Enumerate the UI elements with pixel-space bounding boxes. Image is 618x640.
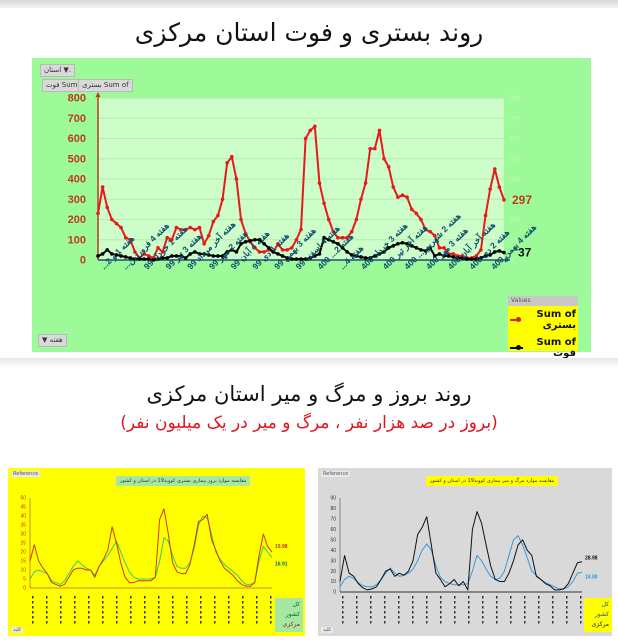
- svg-text:45: 45: [20, 505, 26, 511]
- svg-text:100: 100: [68, 234, 86, 246]
- svg-text:500: 500: [510, 157, 521, 163]
- legend-label-deaths: Sum of فوت: [525, 337, 576, 359]
- svg-text:400: 400: [68, 174, 86, 186]
- svg-text:10: 10: [330, 579, 336, 585]
- top-chart-panel: استان ▼. Sum of فوت Sum of بستری هفته ▼ …: [32, 58, 591, 352]
- incidence-legend: کل کشور مرکزی: [275, 598, 303, 632]
- svg-text:200: 200: [68, 214, 86, 226]
- mortality-legend: کل کشور مرکزی: [584, 598, 612, 632]
- legend-item-hospitalized: Sum of بستری: [508, 306, 578, 334]
- svg-text:200: 200: [510, 218, 521, 224]
- svg-text:0: 0: [23, 586, 26, 592]
- svg-text:19.98: 19.98: [275, 544, 288, 550]
- top-chart-legend: Values Sum of بستری Sum of فوت: [508, 296, 578, 351]
- svg-text:28.98: 28.98: [585, 556, 598, 562]
- svg-text:50: 50: [20, 496, 26, 502]
- legend-header: Values: [508, 296, 578, 306]
- mortality-chart-panel: Reference مقایسه موارد مرگ و میر بیماری …: [318, 468, 612, 636]
- page-subtitle-units: (بروز در صد هزار نفر ، مرگ و میر در یک م…: [0, 413, 618, 433]
- svg-text:40: 40: [330, 548, 336, 554]
- legend-item-country: کل کشور: [587, 600, 609, 620]
- svg-text:80: 80: [330, 506, 336, 512]
- chart-footer-tag: کلید: [321, 627, 333, 633]
- svg-text:800: 800: [510, 96, 521, 102]
- svg-text:30: 30: [330, 558, 336, 564]
- svg-text:300: 300: [68, 194, 86, 206]
- svg-text:600: 600: [510, 137, 521, 143]
- svg-text:60: 60: [330, 527, 336, 533]
- svg-text:25: 25: [20, 541, 26, 547]
- svg-text:16.91: 16.91: [275, 562, 288, 568]
- incidence-chart-panel: Reference مقایسه موارد بروز بیماری بستری…: [8, 468, 305, 636]
- incidence-line-chart: 0 5 10 15 20 25 30 35 40 45 50 16.91 19.98: [8, 468, 305, 636]
- svg-text:297: 297: [512, 193, 532, 207]
- svg-text:0: 0: [333, 590, 336, 596]
- page-title-incidence: روند بروز و مرگ و میر استان مرکزی: [0, 382, 618, 406]
- svg-text:20: 20: [330, 569, 336, 575]
- svg-text:5: 5: [23, 577, 26, 583]
- section-separator: [0, 358, 618, 368]
- legend-item-markazi: مرکزی: [587, 620, 609, 630]
- svg-text:700: 700: [510, 116, 521, 122]
- svg-text:50: 50: [330, 537, 336, 543]
- svg-text:700: 700: [68, 113, 86, 125]
- svg-text:500: 500: [68, 153, 86, 165]
- svg-text:70: 70: [330, 517, 336, 523]
- legend-item-country: کل کشور: [278, 600, 300, 620]
- svg-text:18.88: 18.88: [585, 574, 598, 580]
- svg-text:600: 600: [68, 133, 86, 145]
- svg-text:40: 40: [20, 514, 26, 520]
- svg-text:30: 30: [20, 532, 26, 538]
- legend-label-hospitalized: Sum of بستری: [523, 309, 576, 331]
- legend-black-line-icon: [510, 347, 523, 349]
- svg-text:0: 0: [80, 255, 86, 267]
- svg-text:15: 15: [20, 559, 26, 565]
- svg-text:90: 90: [330, 496, 336, 502]
- svg-text:35: 35: [20, 523, 26, 529]
- svg-text:20: 20: [20, 550, 26, 556]
- legend-red-line-icon: [510, 319, 521, 321]
- svg-text:400: 400: [510, 177, 521, 183]
- svg-text:0: 0: [510, 258, 514, 264]
- chart-footer-tag: کلید: [11, 627, 23, 633]
- svg-text:37: 37: [518, 246, 532, 260]
- svg-text:10: 10: [20, 568, 26, 574]
- page-title-hospitalization: روند بستری و فوت استان مرکزی: [0, 18, 618, 47]
- mortality-line-chart: 0 10 20 30 40 50 60 70 80 90 18.88 28.98: [318, 468, 612, 636]
- legend-item-markazi: مرکزی: [278, 620, 300, 630]
- svg-text:800: 800: [68, 93, 86, 105]
- top-shadow-bar: [0, 0, 618, 8]
